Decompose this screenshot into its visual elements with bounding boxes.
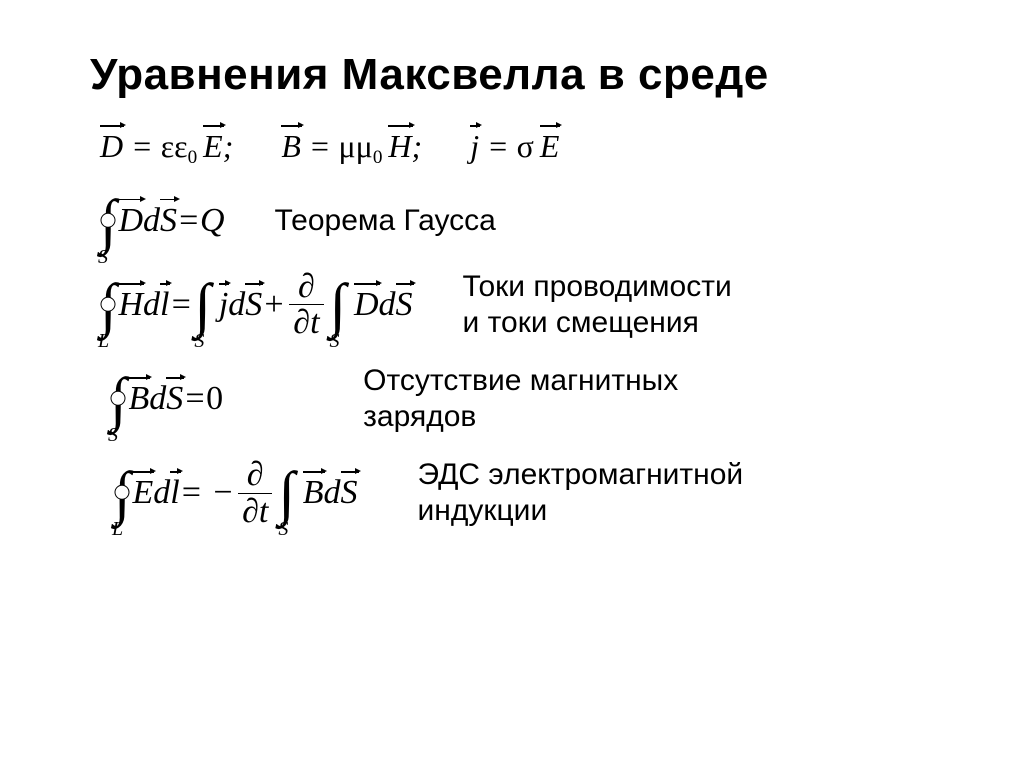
eq-minus-sign: = − bbox=[180, 474, 234, 512]
vector-B: B bbox=[128, 380, 149, 418]
integral-icon: ∫ S bbox=[194, 275, 210, 335]
integral-domain: S bbox=[278, 518, 288, 541]
zero: 0 bbox=[206, 380, 223, 418]
eq-sign: = bbox=[183, 380, 206, 418]
partial-symbol: ∂ bbox=[293, 304, 310, 341]
content-area: D = εε0E; B = μμ0H; j = σE ∫ S DddSS = Q… bbox=[90, 128, 934, 530]
vector-D: D bbox=[354, 286, 379, 324]
differential-dS: dS bbox=[149, 380, 183, 418]
eq-sign: = bbox=[169, 286, 192, 324]
integral-domain: S bbox=[330, 330, 340, 353]
vector-B: B bbox=[303, 474, 324, 512]
time-var: t bbox=[310, 304, 319, 341]
equation-row-bdiv: ∫ S BdS = 0 Отсутствие магнитныхзарядов bbox=[100, 363, 934, 435]
equation-row-gauss: ∫ S DddSS = Q Теорема Гаусса bbox=[100, 191, 934, 251]
semicolon: ; bbox=[223, 128, 234, 164]
semicolon: ; bbox=[412, 128, 423, 164]
integral-domain: L bbox=[98, 330, 109, 353]
equation-ampere: ∫ L Hdl = ∫ S jdS + ∂ ∂t ∫ S DdS bbox=[100, 269, 413, 341]
label-faraday: ЭДС электромагнитнойиндукции bbox=[358, 457, 744, 529]
differential-dS: dS bbox=[228, 286, 262, 324]
differential-dS: dS bbox=[379, 286, 413, 324]
partial-symbol: ∂ bbox=[298, 268, 315, 305]
vector-H: H bbox=[388, 128, 411, 165]
partial-dt-fraction: ∂ ∂t bbox=[289, 269, 323, 341]
vector-E: E bbox=[132, 474, 153, 512]
differential-dS: dS bbox=[324, 474, 358, 512]
equation-gauss: ∫ S DddSS = Q bbox=[100, 191, 225, 251]
vector-E: E bbox=[540, 128, 560, 165]
subscript-zero: 0 bbox=[188, 147, 198, 168]
relation-D: D = εε0E; bbox=[100, 128, 233, 169]
vector-D: D bbox=[118, 202, 143, 240]
sigma: σ bbox=[517, 128, 534, 164]
equation-row-faraday: ∫ L Edl = − ∂ ∂t ∫ S BdS ЭДС электромагн… bbox=[100, 457, 934, 529]
differential-dl: dl bbox=[153, 474, 179, 512]
partial-symbol: ∂ bbox=[247, 456, 264, 493]
vector-B: B bbox=[281, 128, 301, 165]
differential-dS: ddSS bbox=[143, 202, 177, 240]
mu: μμ bbox=[339, 128, 373, 164]
integral-domain: S bbox=[108, 424, 118, 447]
subscript-zero: 0 bbox=[373, 147, 383, 168]
differential-dl: dl bbox=[143, 286, 169, 324]
closed-integral-icon: ∫ S bbox=[110, 369, 126, 429]
eq-sign: = bbox=[479, 128, 517, 164]
closed-integral-icon: ∫ L bbox=[100, 275, 116, 335]
plus-sign: + bbox=[262, 286, 285, 324]
integral-icon: ∫ S bbox=[278, 463, 294, 523]
closed-integral-icon: ∫ L bbox=[114, 463, 130, 523]
relation-j: j = σE bbox=[470, 128, 559, 169]
vector-j: j bbox=[470, 128, 479, 165]
equation-bdiv: ∫ S BdS = 0 bbox=[100, 369, 223, 429]
eq-sign: = bbox=[301, 128, 339, 164]
vector-j: j bbox=[219, 286, 228, 324]
time-var: t bbox=[259, 493, 268, 530]
charge-Q: Q bbox=[200, 202, 225, 240]
integral-domain: S bbox=[98, 246, 108, 269]
eq-sign: = bbox=[177, 202, 200, 240]
closed-integral-icon: ∫ S bbox=[100, 191, 116, 251]
label-gauss: Теорема Гаусса bbox=[225, 203, 496, 239]
integral-icon: ∫ S bbox=[330, 275, 346, 335]
vector-H: H bbox=[118, 286, 143, 324]
vector-E: E bbox=[203, 128, 223, 165]
equation-faraday: ∫ L Edl = − ∂ ∂t ∫ S BdS bbox=[100, 457, 358, 529]
page-title: Уравнения Максвелла в среде bbox=[90, 50, 934, 100]
constitutive-row: D = εε0E; B = μμ0H; j = σE bbox=[100, 128, 934, 169]
label-ampere: Токи проводимостии токи смещения bbox=[413, 269, 732, 341]
vector-D: D bbox=[100, 128, 123, 165]
eq-sign: = bbox=[123, 128, 161, 164]
label-bdiv: Отсутствие магнитныхзарядов bbox=[223, 363, 678, 435]
partial-symbol: ∂ bbox=[242, 493, 259, 530]
integral-domain: S bbox=[194, 330, 204, 353]
partial-dt-fraction: ∂ ∂t bbox=[238, 457, 272, 529]
slide: Уравнения Максвелла в среде D = εε0E; B … bbox=[0, 0, 1024, 580]
relation-B: B = μμ0H; bbox=[281, 128, 422, 169]
integral-domain: L bbox=[112, 518, 123, 541]
epsilon: εε bbox=[161, 128, 188, 164]
equation-row-ampere: ∫ L Hdl = ∫ S jdS + ∂ ∂t ∫ S DdS bbox=[100, 269, 934, 341]
